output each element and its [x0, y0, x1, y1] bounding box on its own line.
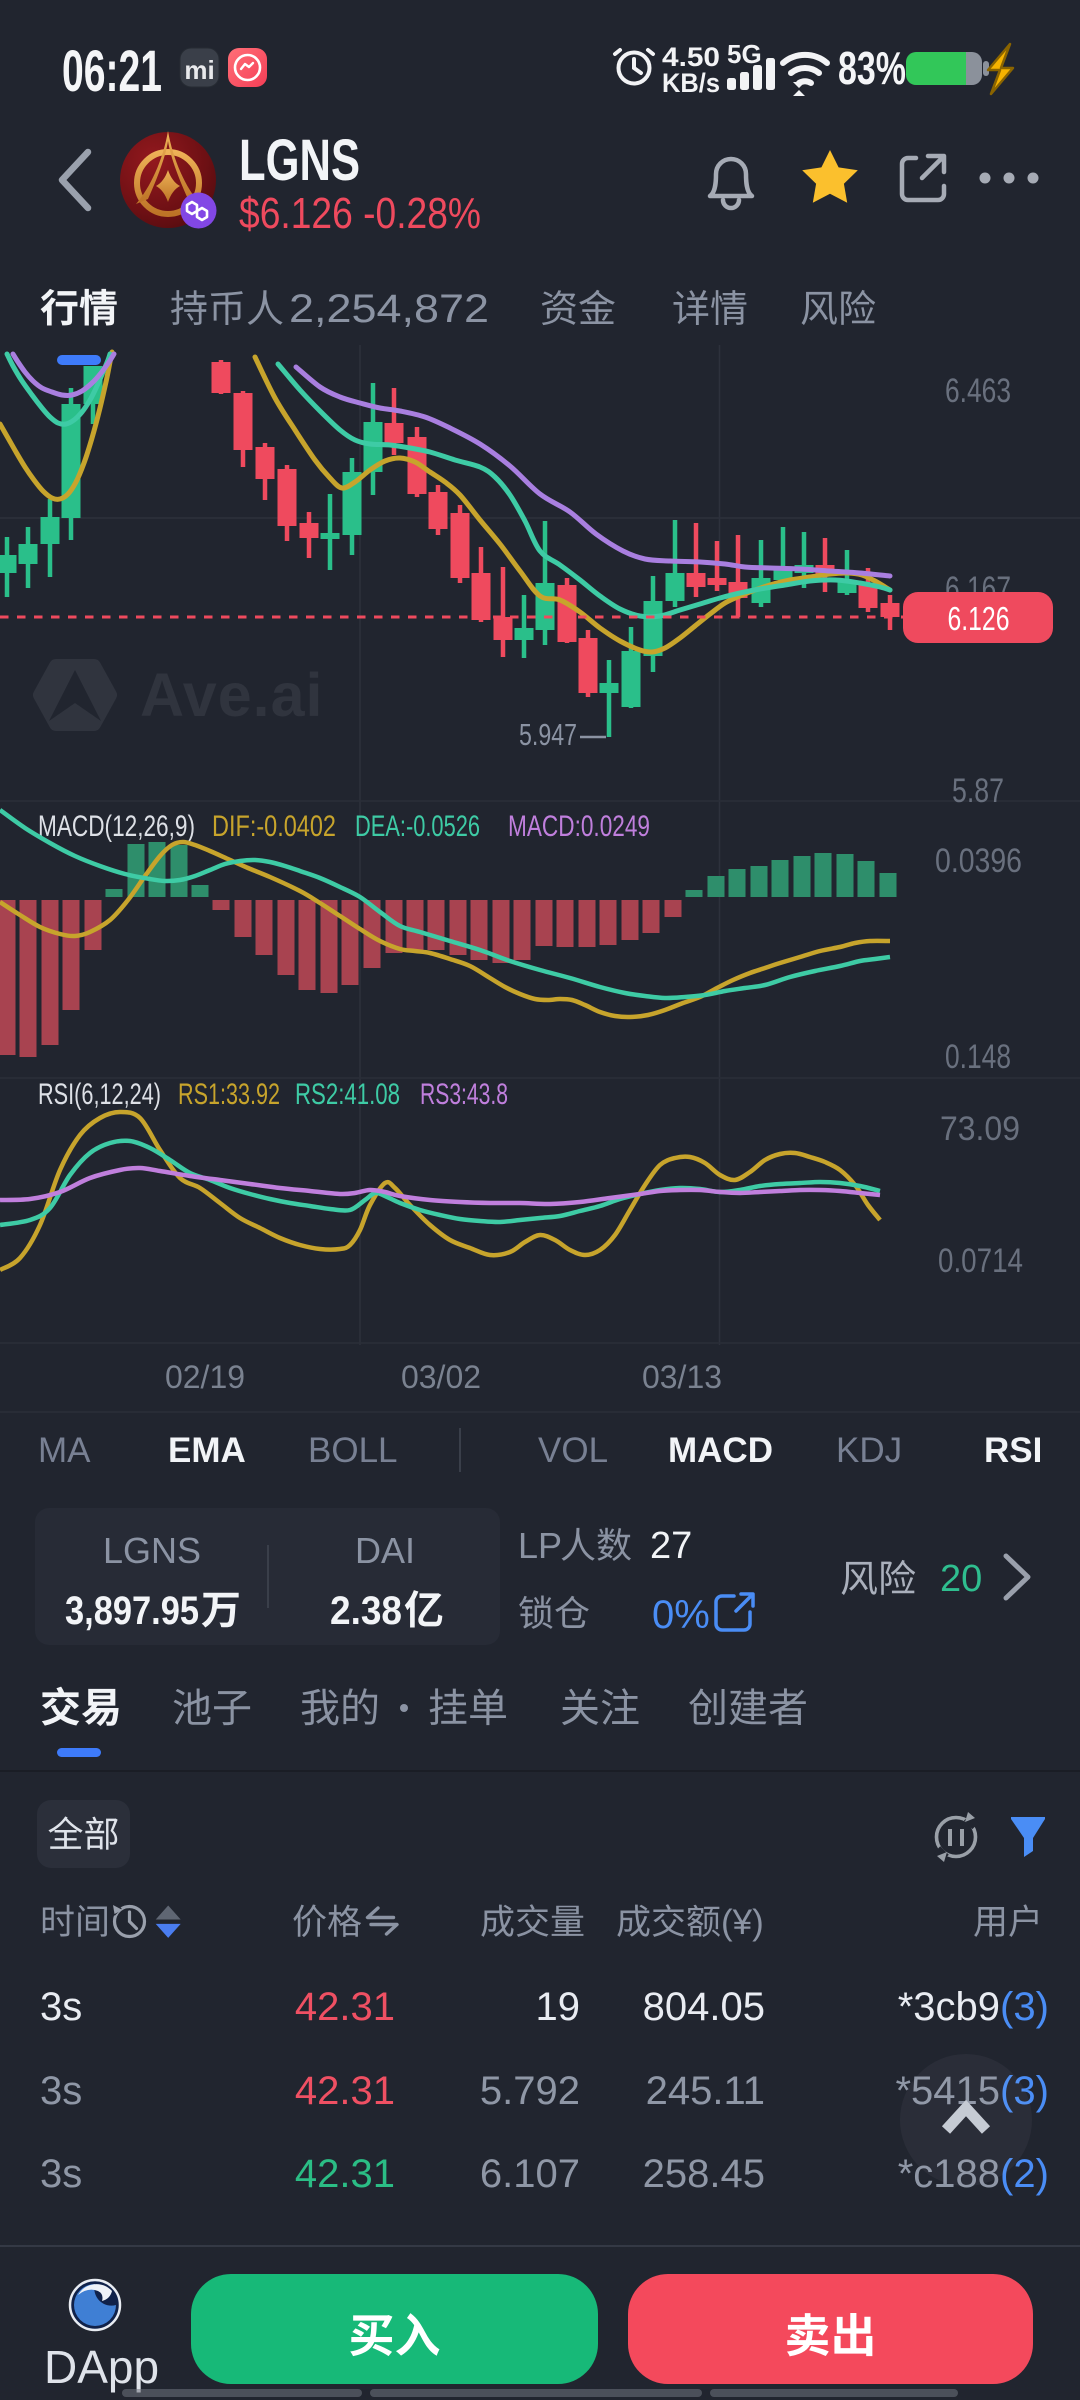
svg-text:MACD: MACD — [668, 1431, 773, 1470]
svg-text:42.31: 42.31 — [295, 1985, 395, 2029]
svg-text:4.50: 4.50 — [662, 42, 720, 72]
svg-text:5G: 5G — [727, 39, 762, 69]
svg-text:DEA:-0.0526: DEA:-0.0526 — [355, 810, 480, 843]
svg-text:RS2:41.08: RS2:41.08 — [295, 1078, 400, 1111]
svg-text:73.09: 73.09 — [940, 1110, 1020, 1148]
svg-text:DApp: DApp — [44, 2341, 159, 2393]
svg-text:02/19: 02/19 — [165, 1359, 245, 1395]
svg-text:Ave.ai: Ave.ai — [140, 661, 323, 729]
svg-text:MACD:0.0249: MACD:0.0249 — [508, 810, 650, 843]
svg-text:BOLL: BOLL — [308, 1431, 398, 1470]
svg-text:5.792: 5.792 — [480, 2069, 580, 2113]
svg-text:KDJ: KDJ — [836, 1431, 902, 1470]
svg-text:DAI: DAI — [355, 1530, 415, 1571]
svg-text:*5415: *5415 — [895, 2069, 1000, 2113]
svg-text:03/02: 03/02 — [401, 1359, 481, 1395]
svg-text:0.0396: 0.0396 — [935, 842, 1022, 880]
svg-text:258.45: 258.45 — [643, 2152, 765, 2196]
svg-text:LP: LP — [518, 1525, 562, 1566]
svg-text:27: 27 — [650, 1525, 692, 1567]
svg-text:RSI: RSI — [984, 1431, 1042, 1470]
svg-text:06:21: 06:21 — [62, 39, 162, 104]
svg-text:(2): (2) — [1000, 2152, 1049, 2196]
svg-text:VOL: VOL — [538, 1431, 608, 1470]
svg-text:3,897.95: 3,897.95 — [65, 1589, 199, 1633]
svg-text:LGNS: LGNS — [103, 1530, 201, 1571]
svg-text:DIF:-0.0402: DIF:-0.0402 — [212, 810, 336, 843]
svg-text:0.148: 0.148 — [945, 1038, 1011, 1076]
svg-text:KB/s: KB/s — [662, 68, 720, 98]
svg-text:RS3:43.8: RS3:43.8 — [420, 1078, 508, 1111]
svg-text:6.463: 6.463 — [945, 372, 1011, 410]
svg-text:03/13: 03/13 — [642, 1359, 722, 1395]
svg-text:*c188: *c188 — [898, 2152, 1000, 2196]
svg-text:*3cb9: *3cb9 — [898, 1985, 1000, 2029]
svg-text:MACD(12,26,9): MACD(12,26,9) — [38, 810, 195, 843]
svg-text:LGNS: LGNS — [239, 128, 360, 193]
svg-text:20: 20 — [940, 1558, 982, 1600]
svg-text:5.947: 5.947 — [519, 717, 577, 752]
svg-text:42.31: 42.31 — [295, 2152, 395, 2196]
svg-text:5.87: 5.87 — [952, 772, 1004, 810]
svg-text:6.107: 6.107 — [480, 2152, 580, 2196]
svg-text:RS1:33.92: RS1:33.92 — [178, 1078, 280, 1111]
svg-text:$6.126 -0.28%: $6.126 -0.28% — [239, 189, 481, 238]
svg-text:245.11: 245.11 — [646, 2069, 765, 2113]
svg-text:0%: 0% — [652, 1593, 710, 1637]
svg-text:0.0714: 0.0714 — [938, 1242, 1023, 1280]
svg-text:2.38: 2.38 — [330, 1589, 402, 1633]
svg-text:3s: 3s — [40, 2152, 82, 2196]
svg-text:RSI(6,12,24): RSI(6,12,24) — [38, 1078, 161, 1111]
svg-text:804.05: 804.05 — [643, 1985, 765, 2029]
svg-text:19: 19 — [536, 1985, 581, 2029]
svg-text:mi: mi — [184, 55, 214, 85]
svg-text:(3): (3) — [1000, 1985, 1049, 2029]
svg-text:(3): (3) — [1000, 2069, 1049, 2113]
svg-text:3s: 3s — [40, 1985, 82, 2029]
svg-text:3s: 3s — [40, 2069, 82, 2113]
svg-text:83%: 83% — [838, 42, 906, 94]
svg-text:EMA: EMA — [168, 1431, 246, 1470]
svg-text:(¥): (¥) — [721, 1903, 764, 1942]
svg-text:42.31: 42.31 — [295, 2069, 395, 2113]
svg-text:6.126: 6.126 — [948, 600, 1010, 637]
svg-text:MA: MA — [38, 1431, 91, 1470]
svg-text:2,254,872: 2,254,872 — [289, 287, 489, 331]
